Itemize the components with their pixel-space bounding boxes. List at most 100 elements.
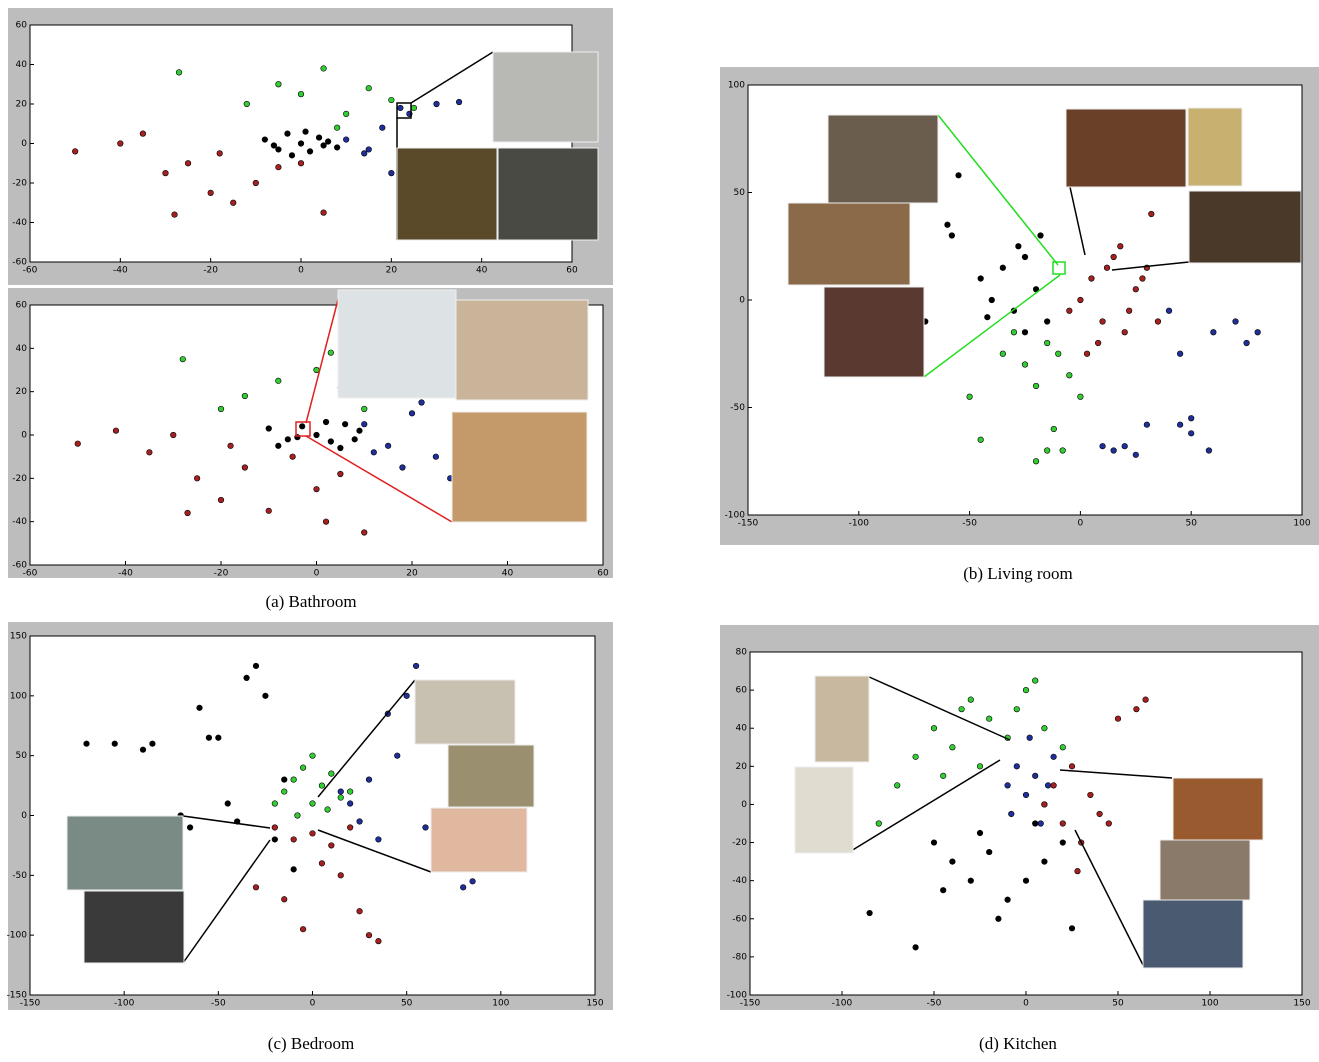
point	[281, 788, 288, 795]
x-tick-label: 150	[586, 999, 603, 1009]
point	[170, 431, 177, 439]
caption: (c) Bedroom	[268, 1034, 354, 1053]
point	[320, 65, 327, 72]
x-tick-label: -150	[738, 519, 759, 529]
point	[275, 146, 282, 153]
point	[146, 449, 153, 456]
point	[186, 824, 194, 831]
y-tick-label: 0	[21, 811, 27, 821]
point	[343, 136, 350, 143]
connector	[305, 435, 453, 523]
y-tick-label: -50	[730, 403, 745, 413]
x-tick-label: 20	[386, 266, 398, 276]
point	[207, 189, 214, 196]
point	[324, 806, 331, 813]
x-tick-label: -40	[113, 266, 128, 276]
point	[325, 138, 332, 145]
y-tick-label: -80	[732, 952, 747, 962]
point	[408, 410, 416, 417]
point	[351, 436, 358, 443]
point	[1055, 350, 1062, 357]
y-tick-label: 0	[21, 431, 27, 441]
y-tick-label: 40	[16, 344, 28, 354]
point	[275, 377, 282, 384]
photo	[455, 299, 589, 401]
photo	[1187, 107, 1243, 187]
point	[967, 696, 974, 703]
point	[1177, 421, 1184, 428]
connector	[937, 114, 1059, 266]
point	[342, 421, 349, 428]
point	[327, 438, 334, 445]
point	[322, 518, 330, 525]
point	[265, 425, 272, 432]
point	[281, 896, 288, 903]
point	[1022, 791, 1030, 799]
point	[460, 884, 467, 891]
x-tick-label: 40	[476, 266, 488, 276]
point	[379, 124, 386, 131]
y-tick-label: -60	[12, 561, 27, 571]
photo	[794, 766, 854, 854]
point	[422, 824, 429, 831]
connector	[1059, 769, 1173, 779]
point	[334, 144, 341, 151]
y-tick-label: -60	[12, 258, 27, 268]
point	[365, 776, 373, 783]
point	[117, 140, 124, 147]
point	[334, 124, 341, 131]
point	[967, 877, 974, 884]
point	[1142, 696, 1149, 703]
point	[976, 763, 984, 770]
point	[299, 926, 307, 933]
point	[1188, 430, 1195, 437]
point	[1074, 868, 1081, 875]
point	[1041, 725, 1048, 732]
x-tick-label: -100	[849, 519, 870, 529]
point	[1110, 253, 1117, 261]
x-tick-label: -50	[962, 519, 977, 529]
photo	[430, 807, 528, 873]
point	[271, 836, 278, 843]
x-tick-label: 50	[1112, 999, 1124, 1009]
point	[313, 431, 320, 439]
photo	[396, 147, 498, 241]
point	[356, 908, 363, 915]
x-tick-label: -150	[740, 999, 761, 1009]
photo	[1142, 899, 1244, 969]
point	[940, 887, 947, 894]
point	[1096, 810, 1103, 818]
point	[1044, 318, 1051, 325]
point	[275, 442, 282, 449]
point	[347, 824, 354, 831]
photo	[337, 289, 457, 399]
point	[241, 392, 248, 400]
zoom-box	[295, 421, 311, 437]
point	[1059, 744, 1066, 751]
point	[403, 692, 410, 699]
point	[966, 393, 973, 400]
point	[1188, 415, 1195, 422]
point	[986, 848, 993, 856]
point	[866, 909, 873, 917]
point	[347, 788, 354, 795]
y-tick-label: -50	[12, 871, 27, 881]
point	[986, 715, 993, 722]
connector	[410, 51, 494, 104]
point	[356, 427, 363, 434]
point	[275, 164, 282, 171]
y-tick-label: 50	[734, 188, 746, 198]
point	[999, 350, 1006, 357]
point	[356, 818, 363, 825]
point	[275, 81, 282, 88]
point	[1205, 447, 1213, 454]
point	[1041, 858, 1048, 865]
x-tick-label: 100	[1201, 999, 1218, 1009]
point	[977, 436, 984, 443]
point	[328, 770, 335, 777]
point	[385, 442, 392, 449]
point	[83, 740, 90, 747]
point	[320, 142, 327, 149]
point	[1133, 706, 1140, 713]
point	[1037, 232, 1044, 239]
